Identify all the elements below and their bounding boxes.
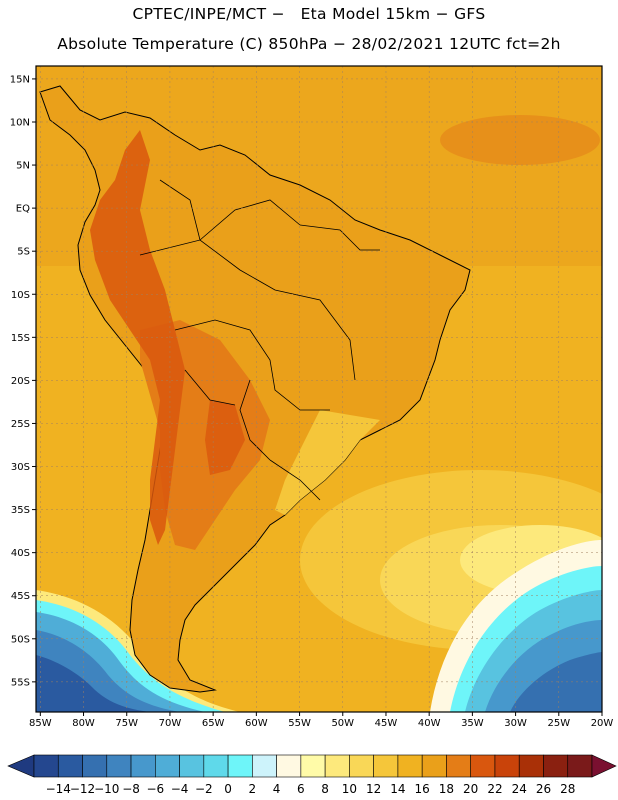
lat-label: 30S <box>11 462 30 473</box>
colorbar-swatch <box>106 754 132 778</box>
colorbar-swatch <box>324 754 350 778</box>
lon-label: 60W <box>245 718 268 729</box>
colorbar-label: −4 <box>171 782 189 796</box>
colorbar-swatch <box>227 754 253 778</box>
lon-label: 85W <box>29 718 52 729</box>
title-line-2: Absolute Temperature (C) 850hPa − 28/02/… <box>57 35 561 53</box>
lat-label: 10S <box>11 290 30 301</box>
colorbar-label: 6 <box>297 782 305 796</box>
colorbar-label: −14 <box>46 782 71 796</box>
colorbar-swatch <box>446 754 471 778</box>
colorbar-swatch <box>470 754 496 778</box>
colorbar-label: 18 <box>439 782 454 796</box>
colorbar-swatch <box>252 754 277 778</box>
colorbar-label: −12 <box>70 782 95 796</box>
colorbar-swatch <box>203 754 229 778</box>
lon-label: 50W <box>331 718 354 729</box>
lon-label: 40W <box>418 718 441 729</box>
map-frame <box>35 65 603 713</box>
colorbar-swatch <box>300 754 326 778</box>
colorbar-label: −10 <box>94 782 119 796</box>
lat-label: 15S <box>11 333 30 344</box>
colorbar-swatch <box>130 754 156 778</box>
colorbar-labels: −14−12−10 −8 −6 −4 −2 0 2 4 6 8 10 12 14 16 18 20 22 24 26… <box>46 782 576 796</box>
colorbar-swatch <box>543 754 569 778</box>
lat-label: 5S <box>17 247 30 258</box>
colorbar-label: 28 <box>560 782 575 796</box>
graticule <box>36 66 603 712</box>
chaco-hot-patch <box>205 400 245 475</box>
lat-label: EQ <box>16 204 30 215</box>
colorbar <box>7 754 617 778</box>
title-line-1: CPTEC/INPE/MCT − Eta Model 15km − GFS <box>132 5 486 23</box>
longitude-labels: 85W 80W 75W 70W 65W 60W 55W 50W 45W 40W 35W 30W 25W 2… <box>29 712 613 729</box>
lon-label: 80W <box>72 718 95 729</box>
lat-label: 20S <box>11 376 30 387</box>
lon-label: 20W <box>591 718 614 729</box>
lat-label: 40S <box>11 548 30 559</box>
latitude-labels: 15N 10N 5N EQ 5S 10S 15S 20S 25S 30S 35S 40S 45S 50S 5… <box>10 74 36 688</box>
colorbar-label: 26 <box>536 782 551 796</box>
colorbar-label: 10 <box>342 782 357 796</box>
lat-label: 25S <box>11 419 30 430</box>
colorbar-label: 12 <box>366 782 381 796</box>
colorbar-label: 24 <box>512 782 527 796</box>
colorbar-label: 20 <box>463 782 478 796</box>
lon-label: 65W <box>202 718 225 729</box>
colorbar-swatch <box>373 754 399 778</box>
colorbar-label: 4 <box>273 782 281 796</box>
colorbar-label: −8 <box>122 782 140 796</box>
lat-label: 5N <box>16 161 30 172</box>
lon-label: 70W <box>159 718 182 729</box>
colorbar-label: 16 <box>415 782 430 796</box>
lat-label: 35S <box>11 505 30 516</box>
warm-patch-atlantic-north <box>440 115 600 165</box>
colorbar-swatch <box>567 754 593 778</box>
lat-label: 55S <box>11 677 30 688</box>
colorbar-swatch <box>518 754 544 778</box>
colorbar-swatch <box>349 754 374 778</box>
cooler-se-brazil <box>275 410 380 515</box>
colorbar-over-arrow <box>591 754 617 778</box>
lat-label: 10N <box>10 117 30 128</box>
colorbar-swatch <box>494 754 520 778</box>
colorbar-label: 2 <box>249 782 257 796</box>
lon-label: 75W <box>115 718 138 729</box>
lon-label: 30W <box>504 718 527 729</box>
map-plot-area <box>36 66 602 712</box>
cold-region-sw-5 <box>36 655 150 712</box>
colorbar-label: 0 <box>224 782 232 796</box>
south-america-landmass <box>39 85 471 693</box>
colorbar-under-arrow <box>7 754 35 778</box>
lat-label: 50S <box>11 634 30 645</box>
colorbar-swatch <box>33 754 59 778</box>
colorbar-swatch <box>155 754 180 778</box>
lat-label: 45S <box>11 591 30 602</box>
lon-label: 25W <box>547 718 570 729</box>
colorbar-label: −6 <box>146 782 164 796</box>
lat-label: 15N <box>10 74 30 85</box>
colorbar-label: 14 <box>390 782 405 796</box>
lon-label: 45W <box>375 718 398 729</box>
colorbar-label: 8 <box>321 782 329 796</box>
colorbar-swatch <box>82 754 108 778</box>
lon-label: 35W <box>461 718 484 729</box>
colorbar-swatch <box>179 754 205 778</box>
lon-label: 55W <box>288 718 311 729</box>
colorbar-label: 22 <box>487 782 502 796</box>
colorbar-swatch <box>276 754 302 778</box>
colorbar-swatch <box>57 754 83 778</box>
colorbar-swatch <box>421 754 447 778</box>
colorbar-label: −2 <box>195 782 213 796</box>
colorbar-swatch <box>397 754 423 778</box>
